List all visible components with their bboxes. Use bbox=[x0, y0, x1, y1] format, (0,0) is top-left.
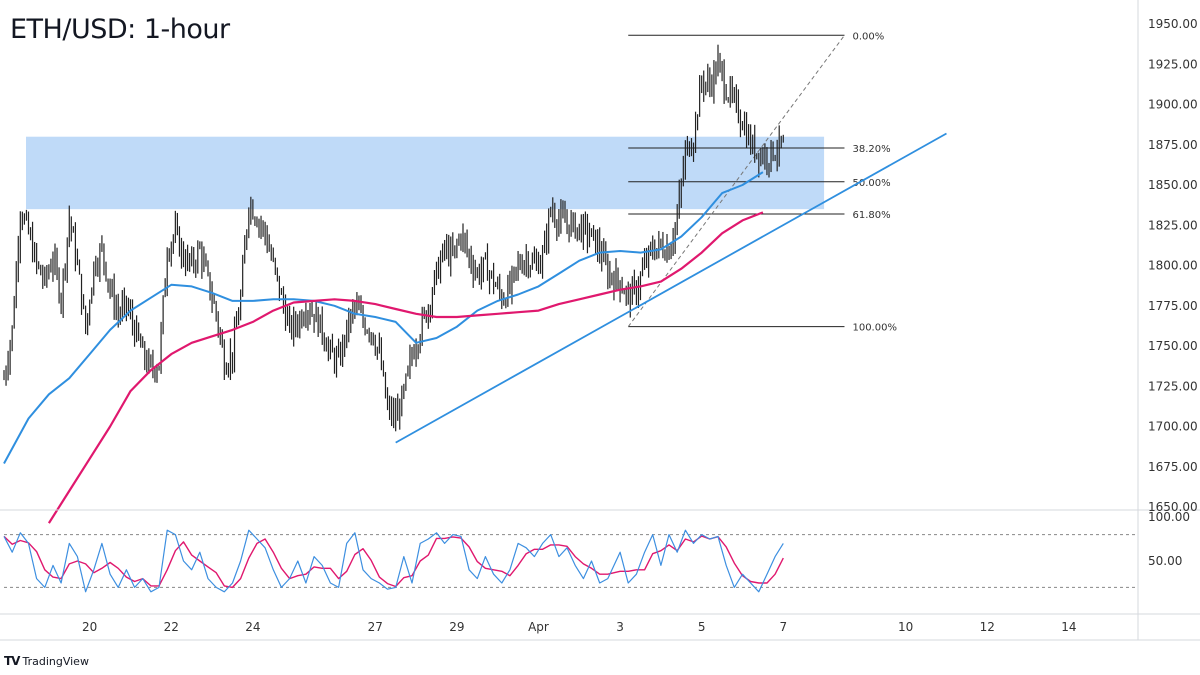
time-tick-label: 20 bbox=[82, 620, 97, 634]
price-tick-label: 1700.00 bbox=[1148, 420, 1198, 434]
time-tick-label: 10 bbox=[898, 620, 913, 634]
moving-average-slow bbox=[47, 211, 764, 524]
fib-level-label: 100.00% bbox=[852, 323, 897, 334]
price-tick-label: 1900.00 bbox=[1148, 98, 1198, 112]
price-tick-label: 1850.00 bbox=[1148, 178, 1198, 192]
ascending-trendline[interactable] bbox=[395, 132, 947, 444]
fib-level-label: 0.00% bbox=[852, 31, 884, 42]
price-tick-label: 1825.00 bbox=[1148, 218, 1198, 232]
stochastic-d-line bbox=[3, 535, 784, 589]
time-tick-label: 27 bbox=[368, 620, 383, 634]
tradingview-logo-icon: 𝗧𝗩 bbox=[4, 654, 21, 668]
price-tick-label: 1950.00 bbox=[1148, 17, 1198, 31]
time-tick-label: 5 bbox=[698, 620, 706, 634]
chart-title: ETH/USD: 1-hour bbox=[10, 14, 230, 45]
price-tick-label: 1800.00 bbox=[1148, 259, 1198, 273]
price-tick-label: 1875.00 bbox=[1148, 138, 1198, 152]
time-tick-label: 22 bbox=[164, 620, 179, 634]
time-tick-label: 12 bbox=[980, 620, 995, 634]
time-tick-label: 7 bbox=[779, 620, 787, 634]
brand: 𝗧𝗩 TradingView bbox=[4, 654, 89, 668]
time-tick-label: 29 bbox=[449, 620, 464, 634]
fib-level-label: 38.20% bbox=[852, 144, 890, 155]
price-tick-label: 1775.00 bbox=[1148, 299, 1198, 313]
oscillator-tick-label: 50.00 bbox=[1148, 554, 1182, 568]
price-tick-label: 1725.00 bbox=[1148, 379, 1198, 393]
time-tick-label: 24 bbox=[245, 620, 260, 634]
fib-diagonal bbox=[627, 34, 845, 327]
time-tick-label: Apr bbox=[528, 620, 549, 634]
price-tick-label: 1925.00 bbox=[1148, 57, 1198, 71]
price-tick-label: 1750.00 bbox=[1148, 339, 1198, 353]
brand-name: TradingView bbox=[22, 654, 89, 668]
time-tick-label: 14 bbox=[1061, 620, 1076, 634]
time-tick-label: 3 bbox=[616, 620, 624, 634]
price-tick-label: 1650.00 bbox=[1148, 500, 1198, 514]
fib-level-label: 61.80% bbox=[852, 210, 890, 221]
oscillator-tick-label: 100.00 bbox=[1148, 510, 1190, 524]
moving-average-fast bbox=[3, 171, 764, 464]
price-tick-label: 1675.00 bbox=[1148, 460, 1198, 474]
stochastic-k-line bbox=[3, 529, 784, 593]
fib-level-label: 50.00% bbox=[852, 178, 890, 189]
